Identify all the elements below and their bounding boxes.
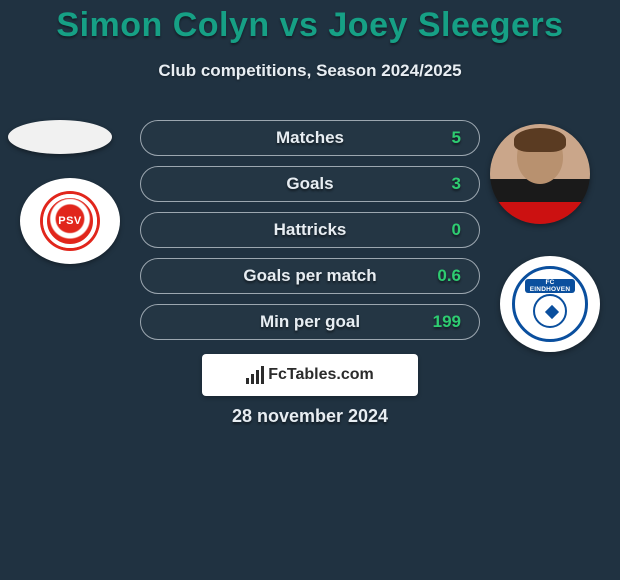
eindhoven-badge-icon: FC EINDHOVEN <box>512 266 588 342</box>
stat-row-hattricks: Hattricks 0 <box>140 212 480 248</box>
stat-label: Hattricks <box>199 220 421 240</box>
attribution-text: FcTables.com <box>268 366 374 384</box>
attribution-badge: FcTables.com <box>202 354 418 396</box>
subtitle: Club competitions, Season 2024/2025 <box>0 61 620 81</box>
stat-row-matches: Matches 5 <box>140 120 480 156</box>
psv-shield-icon <box>43 194 97 248</box>
player-left-photo <box>8 120 112 154</box>
stat-value: 3 <box>421 174 461 194</box>
stat-value: 5 <box>421 128 461 148</box>
stat-value: 0.6 <box>421 266 461 286</box>
bar-chart-icon <box>246 366 264 384</box>
stats-panel: Matches 5 Goals 3 Hattricks 0 Goals per … <box>140 120 480 350</box>
stat-label: Goals <box>199 174 421 194</box>
stat-value: 0 <box>421 220 461 240</box>
stat-row-goals-per-match: Goals per match 0.6 <box>140 258 480 294</box>
stat-value: 199 <box>421 312 461 332</box>
stat-row-goals: Goals 3 <box>140 166 480 202</box>
stat-row-min-per-goal: Min per goal 199 <box>140 304 480 340</box>
player-right-photo <box>490 124 590 224</box>
stat-label: Min per goal <box>199 312 421 332</box>
club-right-badge: FC EINDHOVEN <box>500 256 600 352</box>
stat-label: Matches <box>199 128 421 148</box>
club-right-label: FC EINDHOVEN <box>530 279 570 293</box>
stat-label: Goals per match <box>199 266 421 286</box>
date-label: 28 november 2024 <box>0 406 620 427</box>
page-title: Simon Colyn vs Joey Sleegers <box>0 0 620 45</box>
ball-icon <box>533 294 567 328</box>
club-left-badge <box>20 178 120 264</box>
